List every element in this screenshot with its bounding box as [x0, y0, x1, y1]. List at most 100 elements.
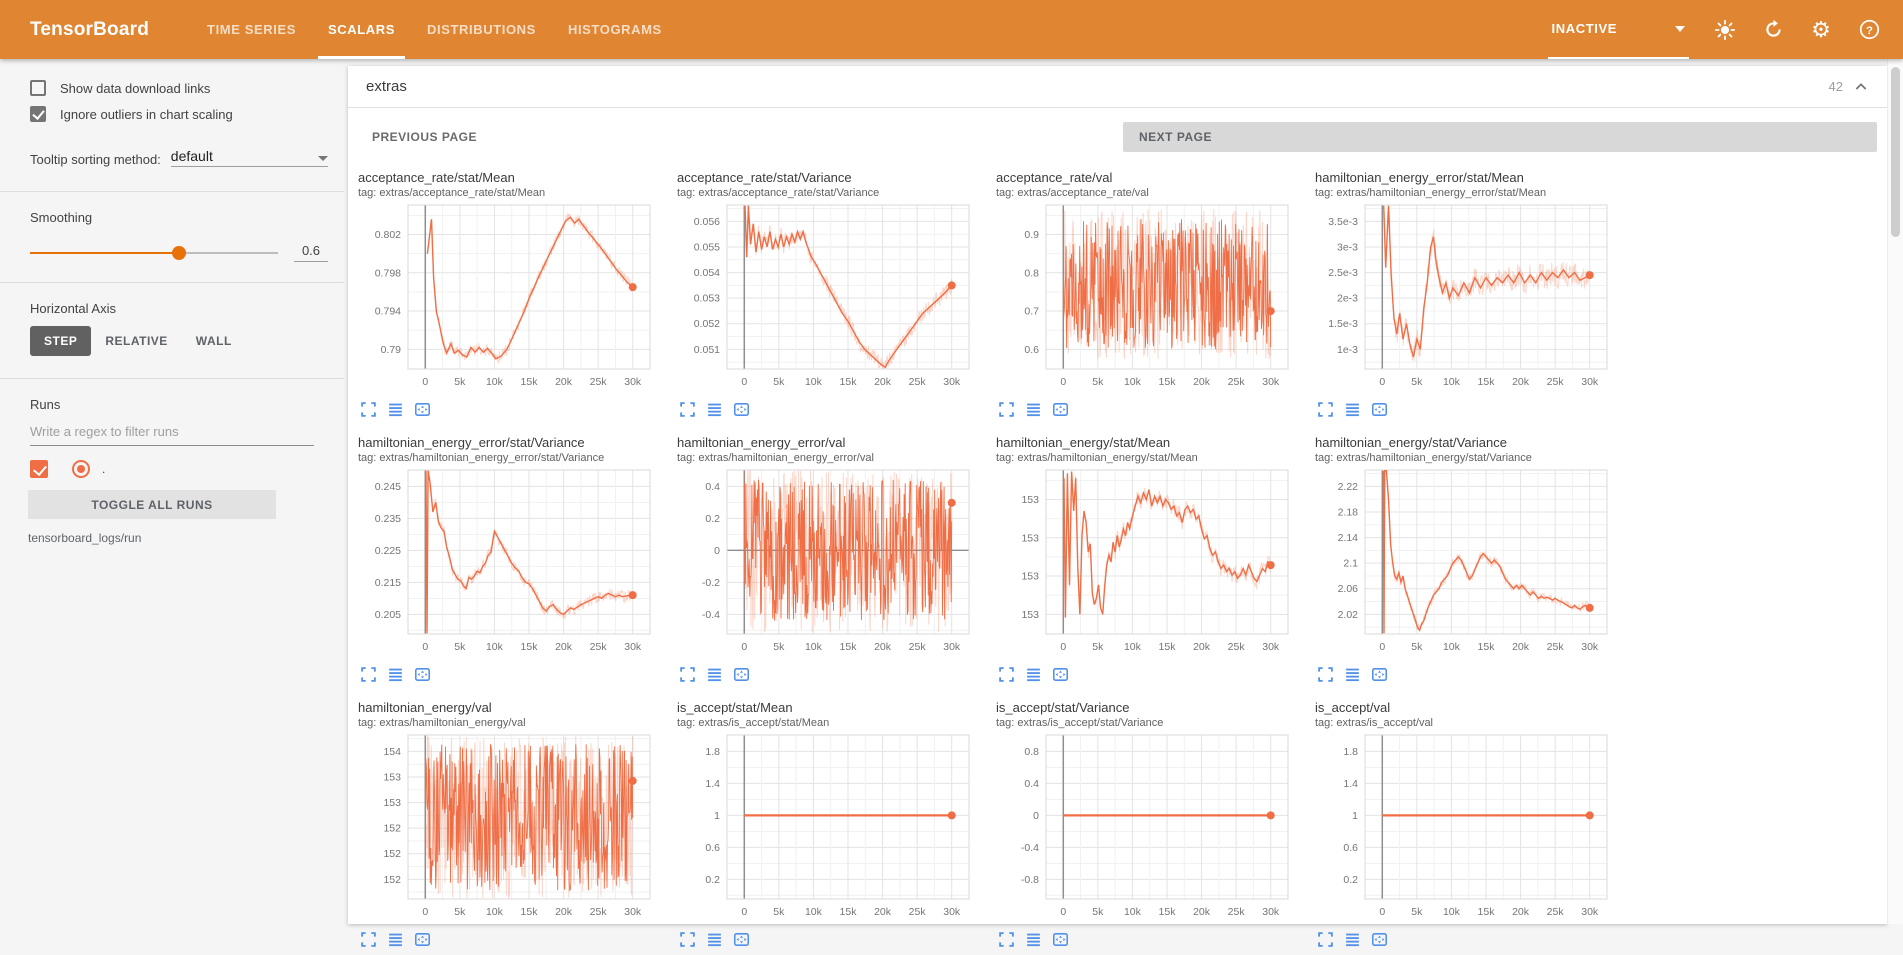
chevron-up-icon[interactable]: [1853, 79, 1869, 95]
chart-plot[interactable]: 0.802 0.798 0.794 0.79 0 5k 10k 15k 20k 25k 30k: [358, 199, 658, 395]
refresh-icon[interactable]: [1761, 18, 1785, 42]
chart-plot[interactable]: 3.5e-3 3e-3 2.5e-3 2e-3 1.5e-3 1e-3 0 5k 10k 15k 2…: [1315, 199, 1615, 395]
tab-time-series[interactable]: TIME SERIES: [207, 22, 296, 37]
svg-text:25k: 25k: [590, 906, 608, 918]
previous-page-button[interactable]: PREVIOUS PAGE: [372, 130, 477, 144]
reload-status-dropdown[interactable]: INACTIVE: [1547, 0, 1689, 59]
data-table-icon[interactable]: [1344, 666, 1361, 683]
settings-gear-icon[interactable]: ⚙: [1811, 16, 1831, 42]
tab-histograms[interactable]: HISTOGRAMS: [567, 22, 662, 37]
fit-domain-icon[interactable]: [414, 931, 431, 948]
svg-text:153: 153: [1021, 609, 1039, 621]
ignore-outliers-checkbox[interactable]: [30, 106, 46, 122]
fullscreen-icon[interactable]: [360, 666, 377, 683]
scrollbar-thumb[interactable]: [1891, 67, 1900, 237]
toggle-all-runs-button[interactable]: TOGGLE ALL RUNS: [28, 490, 276, 519]
chart-plot[interactable]: 0.8 0.4 0 -0.4 -0.8 0 5k 10k 15k 20k 25k 30k: [996, 729, 1296, 925]
fit-domain-icon[interactable]: [1052, 931, 1069, 948]
svg-text:25k: 25k: [1547, 906, 1565, 918]
svg-text:2.5e-3: 2.5e-3: [1328, 267, 1358, 279]
smoothing-value-input[interactable]: 0.6: [294, 243, 328, 262]
data-table-icon[interactable]: [706, 931, 723, 948]
fit-domain-icon[interactable]: [1371, 401, 1388, 418]
data-table-icon[interactable]: [387, 401, 404, 418]
smoothing-slider[interactable]: [30, 245, 278, 260]
svg-text:20k: 20k: [874, 906, 892, 918]
brightness-icon[interactable]: [1713, 18, 1737, 42]
data-table-icon[interactable]: [1344, 931, 1361, 948]
axis-step-button[interactable]: STEP: [30, 326, 92, 356]
fullscreen-icon[interactable]: [1317, 401, 1334, 418]
fit-domain-icon[interactable]: [733, 666, 750, 683]
fullscreen-icon[interactable]: [679, 401, 696, 418]
svg-text:0.245: 0.245: [375, 481, 401, 493]
fit-domain-icon[interactable]: [733, 401, 750, 418]
data-table-icon[interactable]: [1344, 401, 1361, 418]
fullscreen-icon[interactable]: [679, 931, 696, 948]
chart-plot[interactable]: 153 153 153 153 0 5k 10k 15k 20k 25k 30k: [996, 464, 1296, 660]
fit-domain-icon[interactable]: [1371, 666, 1388, 683]
top-app-bar: TensorBoard TIME SERIES SCALARS DISTRIBU…: [0, 0, 1903, 59]
fit-domain-icon[interactable]: [1371, 931, 1388, 948]
data-table-icon[interactable]: [1025, 401, 1042, 418]
fullscreen-icon[interactable]: [1317, 666, 1334, 683]
chart-plot[interactable]: 2.22 2.18 2.14 2.1 2.06 2.02 0 5k 10k 15k 20k 25k 30…: [1315, 464, 1615, 660]
svg-text:0.052: 0.052: [694, 318, 720, 330]
next-page-button[interactable]: NEXT PAGE: [1123, 122, 1877, 152]
axis-relative-button[interactable]: RELATIVE: [105, 334, 168, 348]
smoothing-label: Smoothing: [30, 210, 93, 225]
fit-domain-icon[interactable]: [1052, 666, 1069, 683]
svg-text:5k: 5k: [773, 376, 785, 388]
chart-plot[interactable]: 0.056 0.055 0.054 0.053 0.052 0.051 0 5k 10k 15k 2…: [677, 199, 977, 395]
fit-domain-icon[interactable]: [414, 666, 431, 683]
fit-domain-icon[interactable]: [414, 401, 431, 418]
svg-text:30k: 30k: [1262, 641, 1280, 653]
data-table-icon[interactable]: [387, 931, 404, 948]
chart-plot[interactable]: 1.8 1.4 1 0.6 0.2 0 5k 10k 15k 20k 25k 30k: [677, 729, 977, 925]
show-download-links-checkbox[interactable]: [30, 80, 46, 96]
chart-toolbar: [360, 931, 667, 948]
fullscreen-icon[interactable]: [998, 931, 1015, 948]
svg-text:0.4: 0.4: [1024, 778, 1039, 790]
data-table-icon[interactable]: [1025, 931, 1042, 948]
fullscreen-icon[interactable]: [1317, 931, 1334, 948]
chart-plot[interactable]: 0.4 0.2 0 -0.2 -0.4 0 5k 10k 15k 20k 25k 30k: [677, 464, 977, 660]
chart-plot[interactable]: 0.9 0.8 0.7 0.6 0 5k 10k 15k 20k 25k 30k: [996, 199, 1296, 395]
help-icon[interactable]: ?: [1857, 18, 1881, 42]
svg-text:0.7: 0.7: [1024, 306, 1039, 318]
data-table-icon[interactable]: [387, 666, 404, 683]
svg-text:25k: 25k: [909, 376, 927, 388]
chart-title: acceptance_rate/stat/Mean: [358, 170, 515, 185]
fullscreen-icon[interactable]: [998, 401, 1015, 418]
svg-text:10k: 10k: [486, 376, 504, 388]
data-table-icon[interactable]: [706, 401, 723, 418]
svg-text:1.8: 1.8: [1343, 746, 1358, 758]
fit-domain-icon[interactable]: [1052, 401, 1069, 418]
axis-wall-button[interactable]: WALL: [195, 334, 232, 348]
fullscreen-icon[interactable]: [998, 666, 1015, 683]
chart-plot[interactable]: 0.245 0.235 0.225 0.215 0.205 0 5k 10k 15k 20k 25k…: [358, 464, 658, 660]
fullscreen-icon[interactable]: [360, 931, 377, 948]
svg-text:0.8: 0.8: [1024, 746, 1039, 758]
tooltip-sorting-select[interactable]: default: [170, 148, 328, 167]
chart-plot[interactable]: 1.8 1.4 1 0.6 0.2 0 5k 10k 15k 20k 25k 30k: [1315, 729, 1615, 925]
svg-text:30k: 30k: [1262, 376, 1280, 388]
tab-distributions[interactable]: DISTRIBUTIONS: [427, 22, 536, 37]
vertical-scrollbar[interactable]: [1887, 59, 1903, 924]
svg-text:2.18: 2.18: [1338, 506, 1359, 518]
slider-thumb[interactable]: [171, 245, 186, 260]
runs-filter-input[interactable]: [30, 420, 314, 446]
fullscreen-icon[interactable]: [679, 666, 696, 683]
svg-text:-0.4: -0.4: [1021, 842, 1039, 854]
svg-text:3.5e-3: 3.5e-3: [1328, 216, 1358, 228]
tab-scalars[interactable]: SCALARS: [312, 0, 411, 59]
isolate-run-icon[interactable]: [72, 460, 90, 478]
svg-text:20k: 20k: [874, 376, 892, 388]
fit-domain-icon[interactable]: [733, 931, 750, 948]
data-table-icon[interactable]: [706, 666, 723, 683]
data-table-icon[interactable]: [1025, 666, 1042, 683]
run-checkbox[interactable]: [30, 460, 48, 478]
fullscreen-icon[interactable]: [360, 401, 377, 418]
svg-text:0.215: 0.215: [375, 577, 401, 589]
chart-plot[interactable]: 154 153 153 152 152 152 0 5k 10k 15k 20k 25k 30k: [358, 729, 658, 925]
